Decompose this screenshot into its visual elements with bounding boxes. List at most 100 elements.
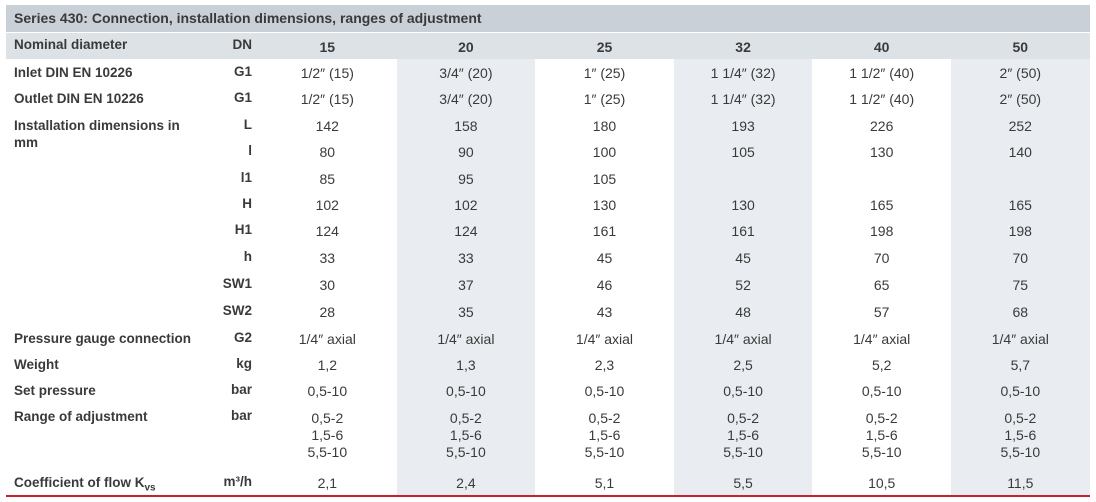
row-unit: H bbox=[242, 196, 252, 211]
cell-value: 85 bbox=[319, 171, 336, 187]
row-label: Installation dimensions in mm bbox=[14, 118, 180, 150]
cell-value: 1,5-6 bbox=[727, 427, 760, 443]
row-label: Coefficient of flow Kvs bbox=[14, 475, 156, 494]
row-label: Weight bbox=[14, 357, 59, 372]
cell-value: 252 bbox=[1008, 118, 1032, 134]
cell-value: 95 bbox=[458, 171, 474, 187]
cell-value: 5,7 bbox=[1010, 357, 1031, 373]
row-unit: L bbox=[243, 117, 252, 132]
cell-value: 57 bbox=[873, 304, 890, 320]
cell-value: 140 bbox=[1008, 144, 1032, 160]
cell-value: 10,5 bbox=[868, 475, 896, 491]
cell-value: 0,5-2 bbox=[1004, 410, 1037, 426]
cell-value: 2,4 bbox=[456, 475, 476, 491]
cell-value: 158 bbox=[454, 118, 478, 134]
cell-value: 2,3 bbox=[594, 357, 615, 373]
cell-value: 165 bbox=[870, 197, 894, 213]
cell-value: 5,5-10 bbox=[446, 444, 486, 460]
row-label: Nominal diameter bbox=[14, 37, 128, 52]
row-unit: H1 bbox=[234, 222, 252, 237]
cell-value: 1/4″ axial bbox=[853, 331, 911, 347]
column-shade bbox=[396, 59, 536, 495]
row-unit: G1 bbox=[233, 64, 252, 79]
column-shade bbox=[673, 59, 813, 495]
column-shade bbox=[951, 59, 1090, 495]
cell-value: 33 bbox=[319, 250, 336, 266]
cell-value: 2,1 bbox=[317, 475, 338, 491]
cell-value: 1/2″ (15) bbox=[300, 65, 354, 81]
cell-value: 1/4″ axial bbox=[714, 331, 772, 347]
cell-value: 45 bbox=[596, 250, 613, 266]
cell-value: 130 bbox=[592, 197, 617, 213]
cell-value: 0,5-10 bbox=[584, 383, 625, 399]
cell-value: 124 bbox=[454, 223, 478, 239]
cell-value: 11,5 bbox=[1007, 475, 1034, 491]
row-unit: kg bbox=[236, 356, 252, 371]
cell-value: 1,5-6 bbox=[865, 427, 898, 443]
cell-value: 68 bbox=[1012, 304, 1029, 320]
row-unit: bar bbox=[230, 408, 252, 423]
cell-value: 1/2″ (15) bbox=[300, 91, 354, 107]
row-unit: SW1 bbox=[222, 276, 252, 291]
cell-value: 0,5-2 bbox=[588, 410, 621, 426]
cell-value: 102 bbox=[454, 197, 478, 213]
cell-value: 165 bbox=[1008, 197, 1032, 213]
column-header: 25 bbox=[596, 39, 613, 55]
cell-value: 1″ (25) bbox=[583, 65, 626, 81]
cell-value: 105 bbox=[592, 171, 617, 187]
cell-value: 1 1/2″ (40) bbox=[849, 65, 915, 81]
cell-value: 43 bbox=[596, 304, 613, 320]
row-label: Pressure gauge connection bbox=[14, 331, 192, 346]
cell-value: 161 bbox=[592, 223, 617, 239]
column-header: 15 bbox=[319, 39, 336, 55]
header-row bbox=[6, 33, 1090, 59]
cell-value: 124 bbox=[315, 223, 339, 239]
row-label: Set pressure bbox=[14, 383, 96, 398]
row-label: Outlet DIN EN 10226 bbox=[14, 91, 144, 106]
cell-value: 0,5-2 bbox=[449, 410, 482, 426]
cell-value: 30 bbox=[319, 277, 336, 293]
row-unit: l bbox=[248, 143, 252, 158]
cell-value: 0,5-10 bbox=[723, 383, 763, 399]
cell-value: 5,5-10 bbox=[861, 444, 902, 460]
row-unit: l1 bbox=[240, 170, 252, 185]
cell-value: 1,5-6 bbox=[588, 427, 621, 443]
cell-value: 45 bbox=[735, 250, 751, 266]
cell-value: 1,5-6 bbox=[449, 427, 482, 443]
cell-value: 5,5-10 bbox=[307, 444, 348, 460]
row-label: Inlet DIN EN 10226 bbox=[14, 65, 133, 80]
cell-value: 2,5 bbox=[733, 357, 753, 373]
cell-value: 180 bbox=[592, 118, 617, 134]
cell-value: 80 bbox=[319, 144, 336, 160]
row-unit: DN bbox=[232, 37, 253, 52]
cell-value: 1/4″ axial bbox=[437, 331, 495, 347]
cell-value: 37 bbox=[458, 277, 474, 293]
table-title: Series 430: Connection, installation dim… bbox=[14, 10, 482, 26]
cell-value: 5,5-10 bbox=[584, 444, 625, 460]
cell-value: 5,2 bbox=[871, 357, 892, 373]
label-subscript: vs bbox=[144, 482, 156, 494]
row-label: Range of adjustment bbox=[14, 409, 148, 424]
row-unit: SW2 bbox=[222, 303, 252, 318]
cell-value: 75 bbox=[1012, 277, 1029, 293]
cell-value: 0,5-10 bbox=[307, 383, 348, 399]
cell-value: 0,5-2 bbox=[865, 410, 898, 426]
cell-value: 102 bbox=[315, 197, 339, 213]
row-unit: m³/h bbox=[223, 474, 253, 489]
cell-value: 46 bbox=[596, 277, 613, 293]
title-bar bbox=[6, 5, 1090, 32]
cell-value: 130 bbox=[731, 197, 755, 213]
cell-value: 142 bbox=[315, 118, 339, 134]
cell-value: 0,5-10 bbox=[446, 383, 486, 399]
column-header: 32 bbox=[735, 39, 751, 55]
cell-value: 70 bbox=[873, 250, 890, 266]
cell-value: 1,5-6 bbox=[1004, 427, 1037, 443]
cell-value: 105 bbox=[731, 144, 755, 160]
cell-value: 5,5-10 bbox=[723, 444, 763, 460]
column-header: 20 bbox=[458, 39, 474, 55]
cell-value: 0,5-10 bbox=[1000, 383, 1041, 399]
cell-value: 0,5-2 bbox=[311, 410, 344, 426]
cell-value: 1″ (25) bbox=[583, 91, 626, 107]
cell-value: 2″ (50) bbox=[999, 65, 1042, 81]
